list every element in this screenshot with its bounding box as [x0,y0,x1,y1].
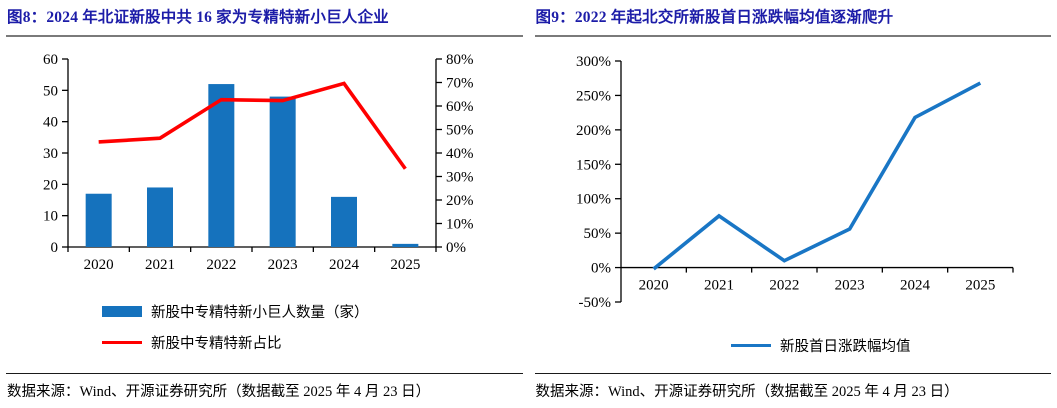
svg-text:2024: 2024 [900,278,931,294]
figure-8-legend: 新股中专精特新小巨人数量（家） 新股中专精特新占比 [102,301,523,353]
svg-text:0: 0 [51,240,59,256]
svg-text:2020: 2020 [84,257,114,273]
figure-9-title-rule [534,35,1051,37]
figure-9: 图9：2022 年起北交所新股首日涨跌幅均值逐渐爬升 -50% 0% 50% 100%… [529,0,1057,408]
line-swatch-icon [102,340,142,345]
svg-text:250%: 250% [576,88,611,104]
svg-text:80%: 80% [446,52,474,68]
figure-8-title-rule [6,35,523,37]
line-swatch-icon [731,343,771,348]
svg-text:2021: 2021 [704,278,734,294]
svg-text:10%: 10% [446,217,474,233]
legend-item-line-series: 新股中专精特新占比 [102,332,523,353]
svg-text:300%: 300% [576,54,611,70]
svg-text:40%: 40% [446,146,474,162]
legend-item-bar-series: 新股中专精特新小巨人数量（家） [102,301,523,322]
svg-text:200%: 200% [576,123,611,139]
svg-text:20: 20 [43,177,58,193]
svg-text:2023: 2023 [268,257,298,273]
figure-9-legend: 新股首日涨跌幅均值 [535,335,1052,356]
svg-text:50%: 50% [446,123,474,139]
svg-text:2020: 2020 [638,278,668,294]
figure-8-title: 图8：2024 年北证新股中共 16 家为专精特新小巨人企业 [7,9,389,26]
figure-9-source-note: 数据来源：Wind、开源证券研究所（数据截至 2025 年 4 月 23 日） [535,384,959,400]
svg-text:60%: 60% [446,99,474,115]
svg-text:10: 10 [43,209,58,225]
bar-swatch-icon [102,306,142,317]
figure-9-source-block: 数据来源：Wind、开源证券研究所（数据截至 2025 年 4 月 23 日） [534,373,1051,408]
figure-9-title: 图9：2022 年起北交所新股首日涨跌幅均值逐渐爬升 [535,9,894,26]
svg-text:20%: 20% [446,193,474,209]
svg-text:2023: 2023 [834,278,864,294]
figure-8: 图8：2024 年北证新股中共 16 家为专精特新小巨人企业 0 10 20 30 40… [6,9,523,408]
legend-label-bar-series: 新股中专精特新小巨人数量（家） [151,305,369,321]
svg-text:50%: 50% [583,226,611,242]
svg-text:2024: 2024 [329,257,360,273]
svg-text:150%: 150% [576,157,611,173]
svg-text:2025: 2025 [965,278,995,294]
figure-8-source-block: 数据来源：Wind、开源证券研究所（数据截至 2025 年 4 月 23 日） [6,373,523,408]
legend-item-line-series: 新股首日涨跌幅均值 [731,335,911,356]
svg-text:50: 50 [43,83,58,99]
svg-text:30%: 30% [446,170,474,186]
figure-9-chart: -50% 0% 50% 100% 150% 200% 250% 300% 2020 2021 202… [576,54,1014,311]
figure-8-chart: 0 10 20 30 40 50 60 0% 10% 20% 30% 40% 50% 60% 70% 80% 2… [43,52,474,273]
figure-9-source-rule [534,373,1051,374]
svg-text:100%: 100% [576,192,611,208]
svg-text:2022: 2022 [769,278,799,294]
legend-label-line-series: 新股中专精特新占比 [151,336,282,352]
svg-text:40: 40 [43,115,58,131]
svg-text:2021: 2021 [145,257,175,273]
svg-text:0%: 0% [591,261,611,277]
svg-text:2022: 2022 [206,257,236,273]
svg-text:70%: 70% [446,76,474,92]
svg-text:60: 60 [43,52,58,68]
svg-text:30: 30 [43,146,58,162]
figure-8-source-rule [6,373,523,374]
svg-text:0%: 0% [446,240,466,256]
figure-8-source-note: 数据来源：Wind、开源证券研究所（数据截至 2025 年 4 月 23 日） [7,384,431,400]
svg-text:2025: 2025 [390,257,420,273]
svg-text:-50%: -50% [578,295,611,311]
legend-label-line-series: 新股首日涨跌幅均值 [780,339,911,355]
